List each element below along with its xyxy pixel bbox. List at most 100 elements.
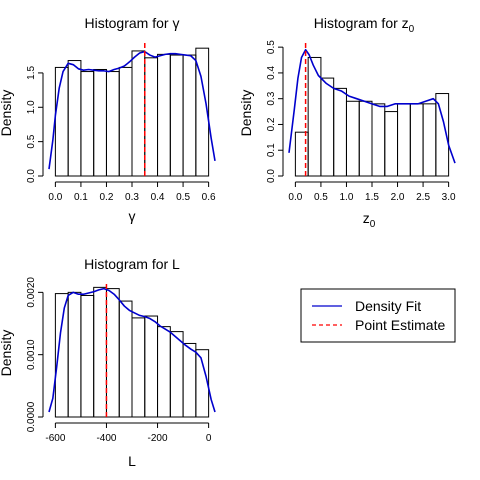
- z0-bar: [422, 103, 437, 177]
- l-bar: [195, 349, 210, 418]
- gamma-histogram-title: Histogram for γ: [85, 15, 180, 31]
- z0-title-main: Histogram for z: [314, 15, 409, 31]
- gamma-x-tick-label: 0.0: [48, 192, 62, 203]
- legend: Density Fit Point Estimate: [300, 288, 456, 343]
- gamma-bar: [169, 54, 184, 177]
- z0-y-tick-label: 0.2: [266, 117, 277, 131]
- gamma-bar: [182, 54, 197, 177]
- z0-x-tick-label: 2.0: [391, 192, 405, 203]
- legend-point-estimate-label: Point Estimate: [355, 317, 445, 333]
- gamma-y-tick-label: 0.5: [26, 134, 37, 148]
- l-bar: [169, 331, 184, 418]
- z0-bar: [397, 103, 411, 177]
- gamma-x-tick-label: 0.1: [74, 192, 88, 203]
- gamma-x-tick-label: 0.5: [176, 192, 190, 203]
- l-bars: [54, 286, 210, 418]
- l-y-tick-label: 0.0020: [26, 277, 37, 308]
- legend-density-fit-label: Density Fit: [355, 298, 421, 314]
- z0-histogram-title: Histogram for z0: [314, 15, 415, 35]
- z0-density-fit: [288, 48, 456, 164]
- z0-x-axis: 0.0 0.5 1.0 1.5 2.0 2.5 3.0: [288, 181, 456, 203]
- gamma-x-tick-label: 0.2: [100, 192, 114, 203]
- z0-x-tick-label: 1.0: [340, 192, 354, 203]
- z0-y-tick-label: 0.0: [266, 169, 277, 183]
- gamma-bar: [195, 47, 210, 177]
- l-x-tick-label: -200: [148, 433, 168, 444]
- gamma-y-tick-label: 1.5: [26, 66, 37, 80]
- legend-box: [300, 288, 456, 343]
- gamma-histogram-panel: Histogram for γ γ Density 0.0 0.1 0.2 0.3 0.…: [0, 15, 216, 224]
- z0-density-curve: [288, 48, 456, 164]
- z0-y-tick-label: 0.4: [266, 66, 277, 80]
- gamma-bar: [118, 66, 133, 177]
- z0-y-tick-label: 0.3: [266, 91, 277, 105]
- gamma-bar: [105, 71, 120, 177]
- z0-xlabel-main: z: [363, 210, 370, 226]
- z0-x-tick-label: 3.0: [442, 192, 456, 203]
- z0-x-tick-label: 0.0: [288, 192, 302, 203]
- l-x-tick-label: 0: [206, 433, 212, 444]
- z0-bar: [333, 87, 347, 177]
- l-y-axis-label: Density: [0, 330, 14, 377]
- gamma-x-axis-label: γ: [129, 208, 136, 224]
- l-bar: [105, 288, 120, 418]
- z0-y-tick-label: 0.5: [266, 40, 277, 54]
- gamma-y-axis: 0.0 0.5 1.0 1.5: [26, 66, 44, 183]
- gamma-bars: [54, 47, 210, 177]
- l-x-axis: -600 -400 -200 0: [45, 422, 212, 444]
- z0-bar: [371, 103, 386, 177]
- z0-x-tick-label: 1.5: [365, 192, 379, 203]
- l-y-axis: 0.0000 0.0010 0.0020: [26, 277, 44, 432]
- z0-y-axis-label: Density: [238, 90, 254, 137]
- z0-bar: [294, 131, 309, 177]
- z0-xlabel-subscript: 0: [370, 219, 376, 230]
- z0-title-subscript: 0: [409, 24, 415, 35]
- l-histogram-title: Histogram for L: [84, 256, 180, 272]
- z0-x-tick-label: 0.5: [314, 192, 328, 203]
- z0-bar: [320, 77, 335, 177]
- l-density-fit: [48, 287, 216, 413]
- z0-bar: [384, 111, 399, 177]
- l-x-tick-label: -600: [45, 433, 65, 444]
- z0-x-tick-label: 2.5: [416, 192, 430, 203]
- l-y-tick-label: 0.0010: [26, 339, 37, 370]
- gamma-bar: [67, 60, 82, 177]
- gamma-y-tick-label: 1.0: [26, 100, 37, 114]
- l-x-tick-label: -400: [96, 433, 116, 444]
- gamma-x-axis: 0.0 0.1 0.2 0.3 0.4 0.5 0.6: [48, 181, 216, 203]
- gamma-density-fit: [48, 50, 216, 170]
- z0-bar: [435, 93, 450, 177]
- gamma-bar: [93, 68, 107, 177]
- l-bar: [131, 317, 146, 418]
- l-bar: [182, 342, 197, 418]
- gamma-bar: [157, 53, 171, 177]
- z0-bar: [345, 100, 360, 177]
- z0-y-axis: 0.0 0.1 0.2 0.3 0.4 0.5: [266, 40, 284, 183]
- gamma-bar: [80, 71, 95, 177]
- gamma-bar: [131, 50, 146, 177]
- gamma-bar: [54, 66, 69, 177]
- l-bar: [67, 291, 82, 418]
- l-y-tick-label: 0.0000: [26, 401, 37, 432]
- gamma-x-tick-label: 0.3: [125, 192, 139, 203]
- gamma-y-tick-label: 0.0: [26, 169, 37, 183]
- l-bar: [157, 326, 171, 418]
- gamma-bar: [144, 57, 159, 177]
- l-histogram-panel: Histogram for L L Density -600 -400 -200 0 …: [0, 256, 216, 469]
- gamma-y-axis-label: Density: [0, 90, 14, 137]
- l-density-curve: [48, 287, 216, 413]
- z0-histogram-panel: Histogram for z0 z0 Density 0.0 0.5 1.0 1.5…: [238, 15, 456, 230]
- l-x-axis-label: L: [128, 453, 136, 469]
- l-bar: [118, 300, 133, 418]
- z0-x-axis-label: z0: [363, 210, 376, 230]
- gamma-x-tick-label: 0.6: [202, 192, 216, 203]
- l-bar: [93, 286, 107, 418]
- z0-y-tick-label: 0.1: [266, 143, 277, 157]
- l-bar: [80, 294, 95, 418]
- l-bar: [144, 315, 159, 418]
- z0-bar: [358, 100, 373, 177]
- z0-bar: [409, 103, 424, 177]
- gamma-x-tick-label: 0.4: [151, 192, 165, 203]
- gamma-density-curve: [48, 50, 216, 170]
